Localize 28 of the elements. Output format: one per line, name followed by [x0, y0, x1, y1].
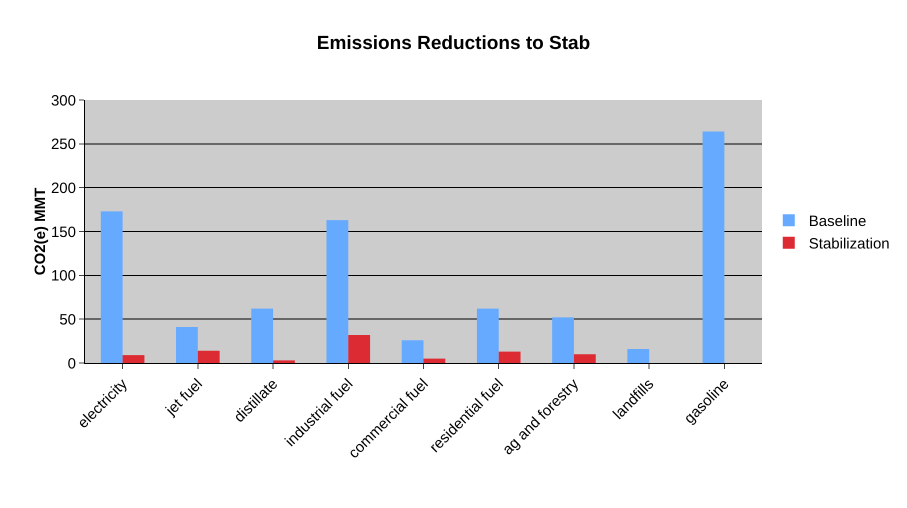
y-tick-label: 150: [50, 224, 76, 241]
bar: [273, 360, 295, 363]
y-tick-label: 300: [50, 92, 76, 110]
bar: [424, 358, 446, 363]
bar: [574, 354, 596, 363]
y-tick-label: 0: [68, 355, 76, 372]
bar: [251, 308, 274, 363]
bar: [198, 350, 220, 363]
bar: [552, 317, 574, 363]
bar: [627, 348, 650, 363]
legend-label: Baseline: [808, 213, 866, 230]
bar: [348, 334, 370, 363]
bar: [326, 220, 348, 363]
y-tick-label: 50: [59, 311, 76, 328]
y-tick-label: 250: [50, 136, 76, 154]
bar: [100, 211, 123, 363]
chart-title: Emissions Reductions to Stab: [316, 32, 590, 54]
bar: [702, 132, 724, 363]
y-tick-label: 100: [50, 268, 76, 285]
x-tick-label: jet fuel: [162, 376, 206, 420]
bar: [176, 327, 198, 363]
bar: [498, 352, 521, 363]
bar: [402, 340, 424, 363]
y-axis-title: CO2(e) MMT: [32, 188, 49, 276]
y-tick-label: 200: [50, 180, 76, 197]
legend-label: Stabilization: [808, 236, 890, 253]
bar: [476, 308, 499, 363]
bar: [122, 355, 144, 363]
